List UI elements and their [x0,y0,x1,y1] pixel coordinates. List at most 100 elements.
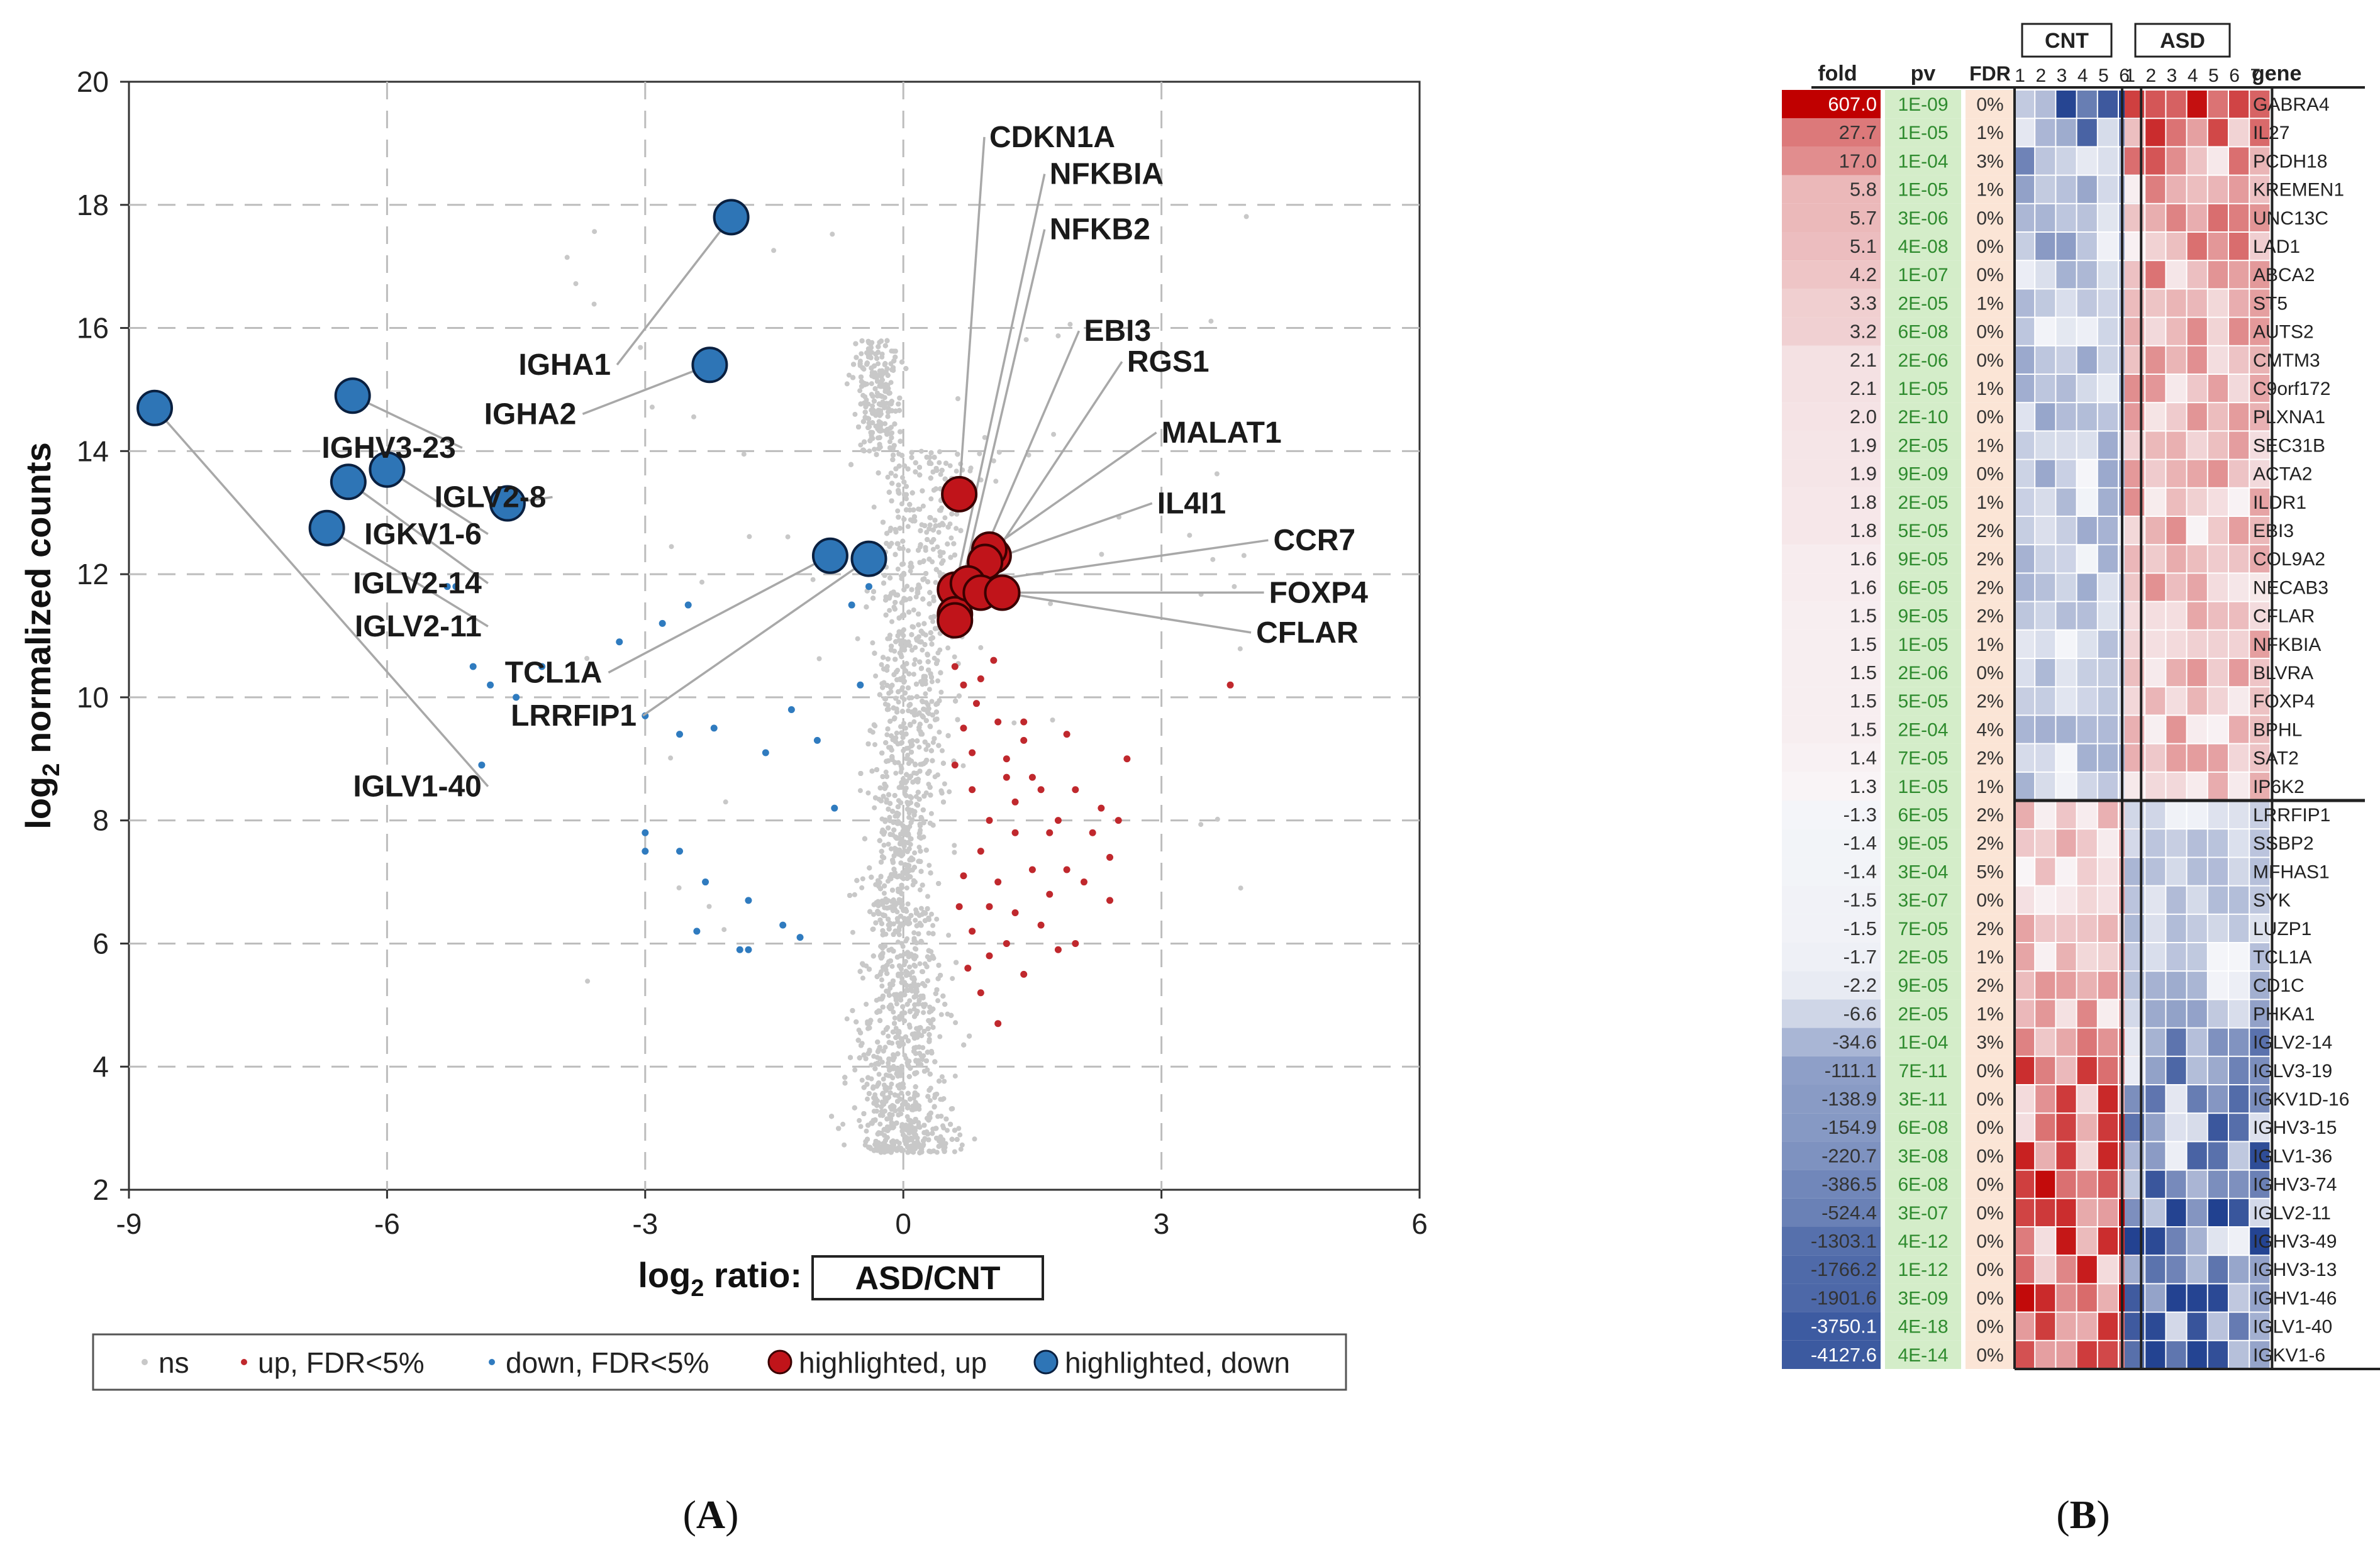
ns-point [910,882,916,888]
ns-point [884,732,890,738]
ns-point [920,503,926,509]
ns-point [912,762,918,767]
ns-point [884,899,889,905]
ns-point [900,776,906,782]
ns-point [935,998,941,1004]
ns-point [896,1140,902,1146]
ns-point [918,906,924,911]
ns-point [925,894,930,899]
ns-point [860,392,866,398]
ns-point [938,472,943,477]
ns-point [938,1114,944,1119]
ns-point [977,451,982,457]
ns-point [911,607,916,612]
ns-point [905,901,911,907]
ns-point [933,580,938,585]
ns-point [913,594,919,600]
ns-point [909,647,915,653]
ns-point [844,1016,850,1022]
ns-point [913,657,918,663]
ns-point [930,740,936,745]
ns-point [923,691,928,697]
ns-point [869,381,874,387]
ns-point [926,687,932,692]
ns-point [892,1015,898,1021]
ns-points [564,214,1249,1156]
ns-point [886,1073,891,1078]
ns-point [928,496,934,502]
volcano-plot: IGHA1IGHA2IGHV3-23IGLV2-8IGKV1-6IGLV2-14… [18,65,1428,1537]
ns-point [887,607,892,613]
ns-point [879,1060,885,1065]
grid-lines [129,82,1420,1190]
ns-point [917,887,923,893]
ns-point [957,1132,963,1138]
ns-point [952,1073,958,1079]
ns-point [887,1085,893,1090]
ns-point [905,524,911,529]
ns-point [907,964,913,970]
ns-point [911,662,917,667]
ns-point [959,1142,965,1148]
ns-point [855,636,860,641]
ns-point [940,1123,945,1129]
ns-point [840,1121,846,1127]
ns-point [852,411,858,417]
ns-point [935,678,940,684]
ns-point [928,811,934,816]
ns-point [870,640,876,646]
ns-point [882,1108,887,1114]
ns-point [930,923,936,928]
ns-point [894,730,899,736]
ns-point [871,504,877,510]
ns-point [907,1024,913,1030]
ns-point [857,388,863,394]
ns-point [935,544,940,550]
ns-point [859,885,865,890]
ns-point [920,1045,926,1050]
ns-point [930,546,936,552]
ns-point [941,1096,947,1102]
ns-point [876,361,881,367]
ns-point [872,805,877,811]
ns-point [896,699,901,705]
ns-point [893,770,899,776]
ns-point [921,558,926,563]
ns-point [928,461,934,467]
ns-point [891,1009,896,1015]
ns-point [899,941,904,946]
ns-point [921,1010,926,1016]
ns-point [886,690,892,696]
ns-point [942,781,947,787]
ns-point [925,954,930,960]
ns-point [917,1124,923,1130]
ns-point [942,1078,947,1084]
ns-point [903,959,908,964]
ns-point [947,789,952,795]
ns-point [884,663,890,669]
ns-point [953,1020,959,1026]
ns-point [901,697,907,702]
ns-point [950,976,955,982]
ns-point [895,508,901,514]
ns-point [865,1096,870,1102]
ns-point [890,1075,896,1080]
ns-point [887,814,892,820]
ns-point [947,463,953,468]
ns-point [911,672,916,677]
ns-point [901,748,906,753]
ns-point [926,931,931,936]
ns-point [894,1001,899,1007]
ns-point [879,681,885,687]
ns-point [895,567,901,572]
ns-point [879,354,885,360]
ns-point [885,474,891,480]
ns-point [902,1053,908,1058]
ns-point [864,1002,869,1007]
ns-point [945,1128,950,1133]
ns-point [937,729,942,735]
ns-point [876,1072,882,1077]
ns-point [930,619,936,624]
ns-point [913,917,918,923]
